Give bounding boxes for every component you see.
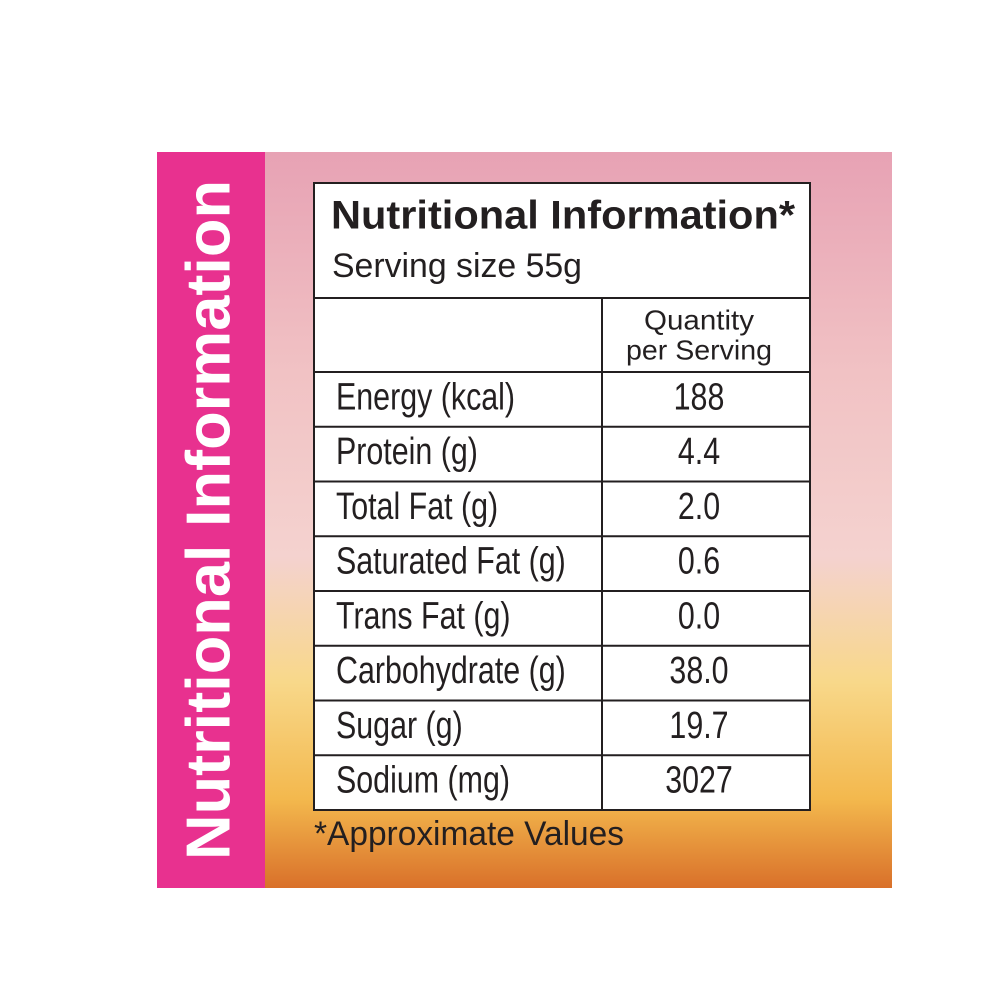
nutrient-name: Saturated Fat (g) [336,541,566,583]
nutrient-value: 188 [674,376,725,418]
footnote: *Approximate Values [314,815,624,853]
side-label: Nutritional Information [174,180,243,860]
nutrient-name: Trans Fat (g) [336,595,511,637]
side-band [157,152,265,888]
nutrient-name: Energy (kcal) [336,376,515,418]
table-box [313,182,811,811]
nutrient-name: Sodium (mg) [336,760,510,802]
nutrient-value: 4.4 [678,431,720,473]
nutrient-name: Total Fat (g) [336,486,498,528]
nutrient-value: 2.0 [678,486,720,528]
column-header: Quantity [644,304,754,335]
column-header: per Serving [626,334,772,365]
serving-size: Serving size 55g [332,247,582,285]
nutrient-value: 0.6 [678,541,720,583]
nutrient-value: 38.0 [669,650,728,692]
nutrient-value: 3027 [665,760,733,802]
nutrient-name: Carbohydrate (g) [336,650,566,692]
nutrient-name: Protein (g) [336,431,478,473]
table-title: Nutritional Information* [331,194,795,238]
nutrient-value: 19.7 [669,705,728,747]
nutrient-name: Sugar (g) [336,705,463,747]
nutrient-value: 0.0 [678,595,720,637]
